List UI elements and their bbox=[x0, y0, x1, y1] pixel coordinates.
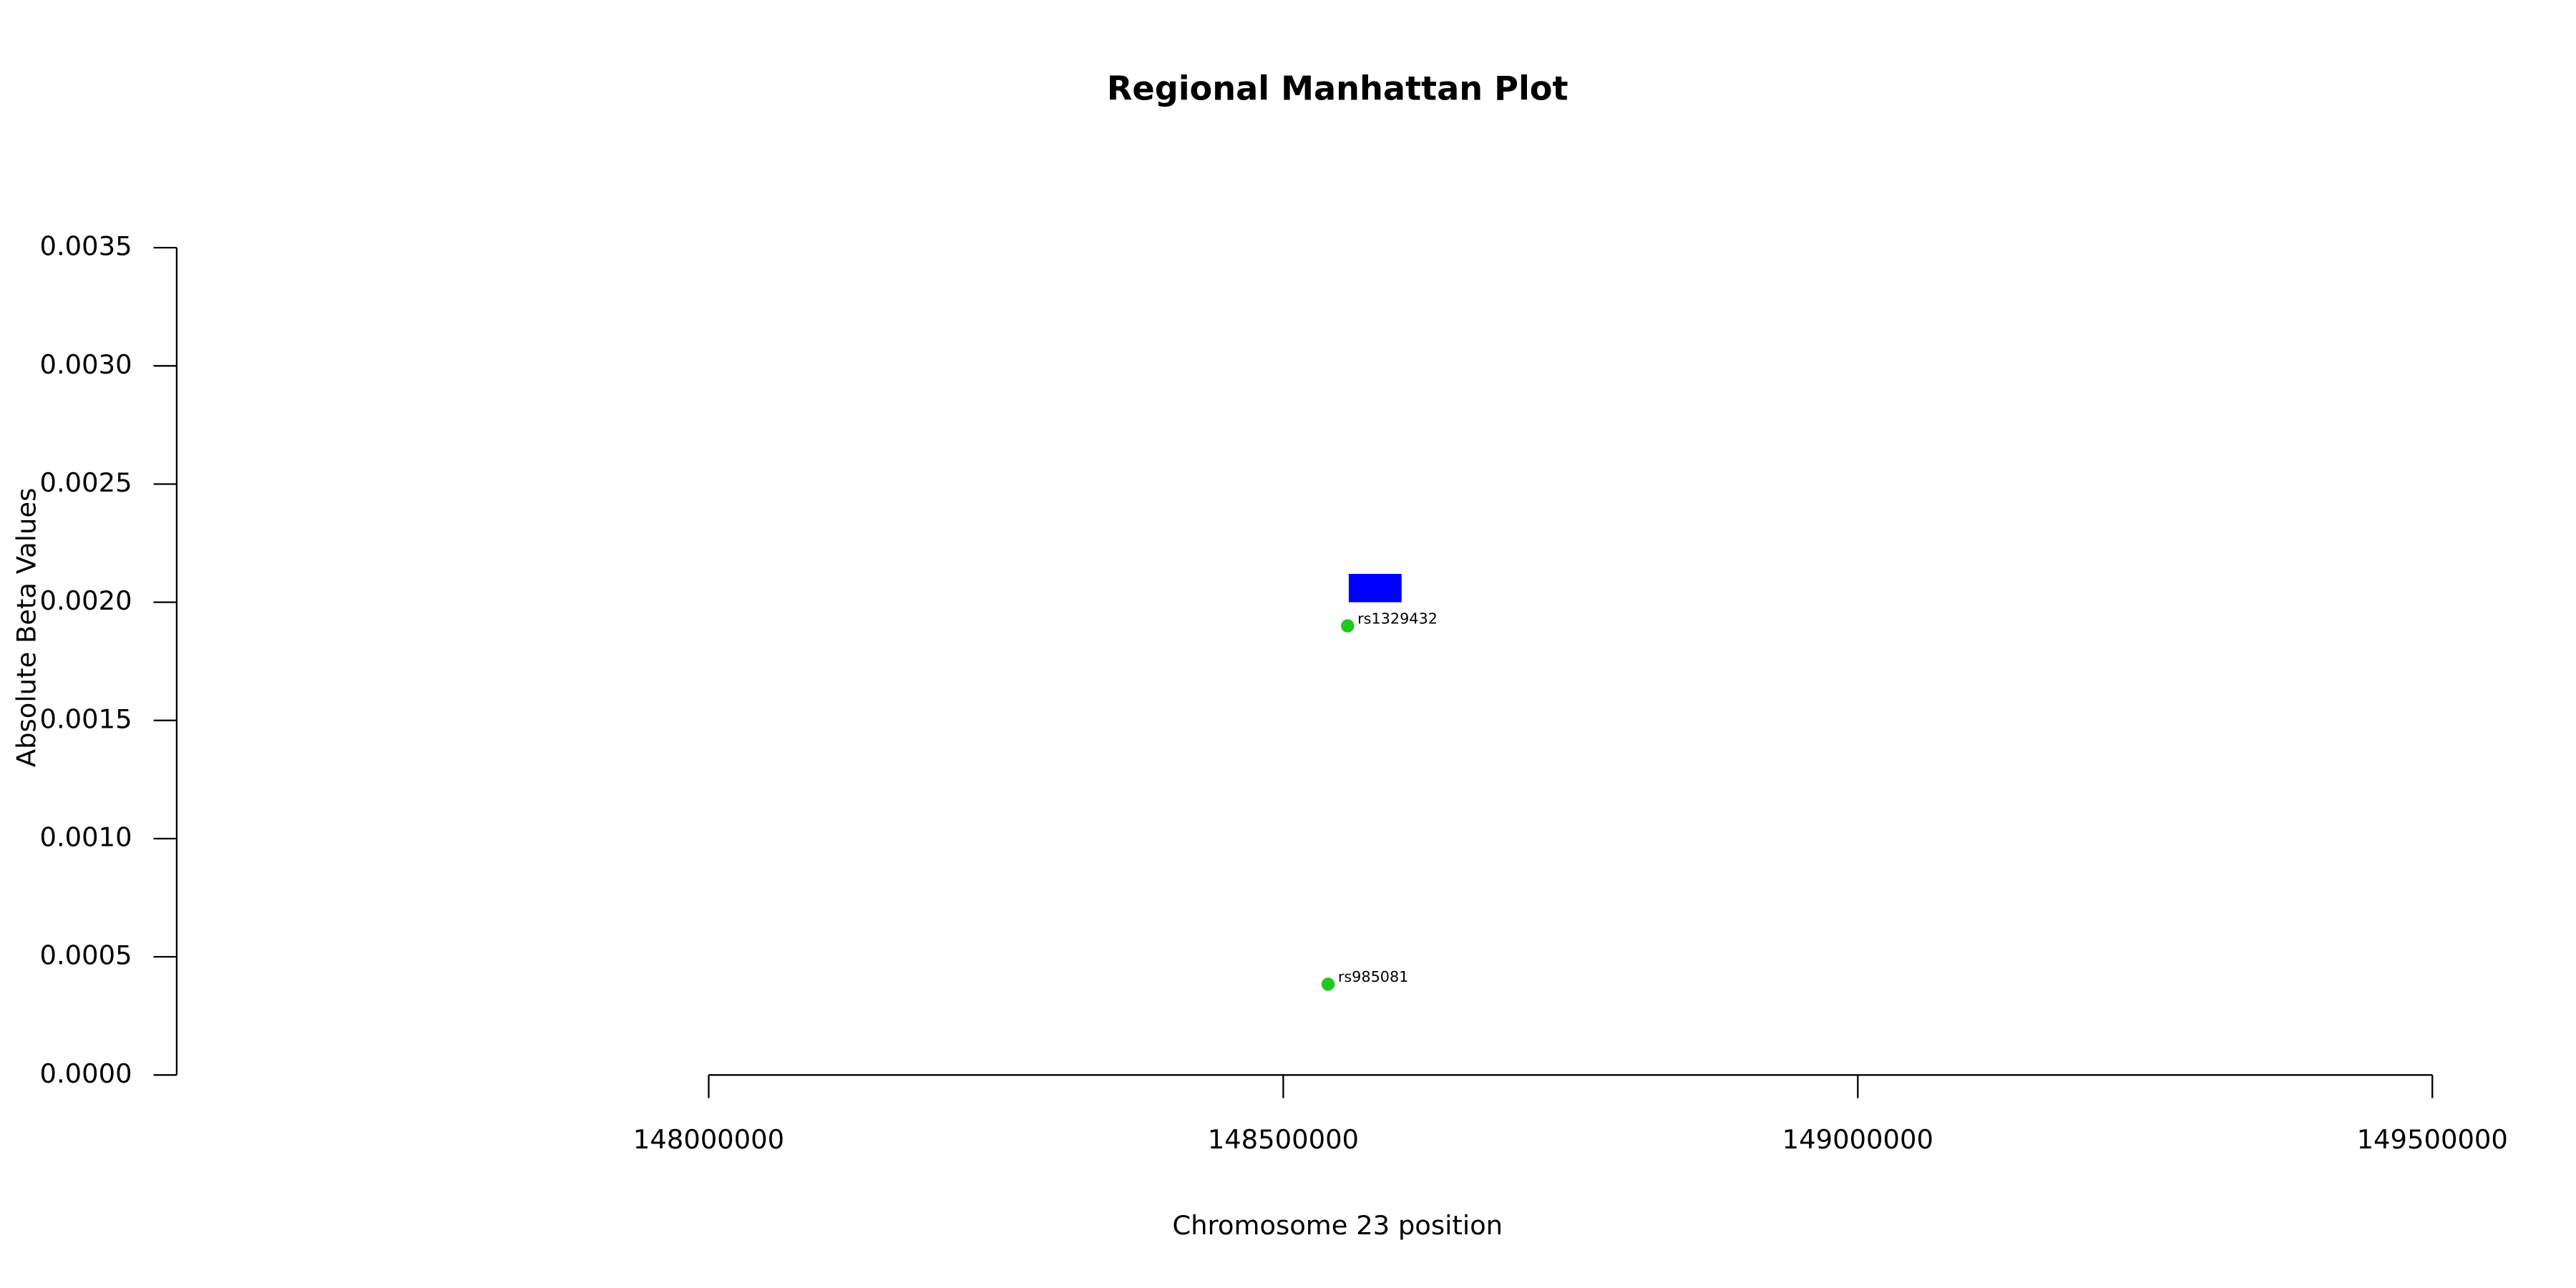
y-tick-label: 0.0010 bbox=[39, 821, 132, 852]
snp-label: rs1329432 bbox=[1357, 610, 1438, 627]
y-tick-label: 0.0000 bbox=[39, 1058, 132, 1089]
snp-point bbox=[1321, 977, 1335, 991]
y-tick-label: 0.0035 bbox=[39, 231, 132, 262]
x-tick-label: 148000000 bbox=[633, 1124, 784, 1155]
y-tick-label: 0.0025 bbox=[39, 467, 132, 498]
chart-title: Regional Manhattan Plot bbox=[1107, 69, 1568, 107]
x-tick-label: 148500000 bbox=[1208, 1124, 1359, 1155]
y-tick-label: 0.0030 bbox=[39, 349, 132, 380]
x-tick-label: 149500000 bbox=[2357, 1124, 2508, 1155]
y-tick-label: 0.0005 bbox=[39, 940, 132, 971]
x-tick-label: 149000000 bbox=[1782, 1124, 1933, 1155]
snp-label: rs985081 bbox=[1338, 968, 1409, 985]
gene-region bbox=[1348, 574, 1402, 602]
y-axis-label: Absolute Beta Values bbox=[11, 488, 42, 767]
y-tick-label: 0.0020 bbox=[39, 585, 132, 616]
x-axis-label: Chromosome 23 position bbox=[1172, 1210, 1503, 1241]
snp-point bbox=[1341, 619, 1355, 633]
y-tick-label: 0.0015 bbox=[39, 703, 132, 734]
